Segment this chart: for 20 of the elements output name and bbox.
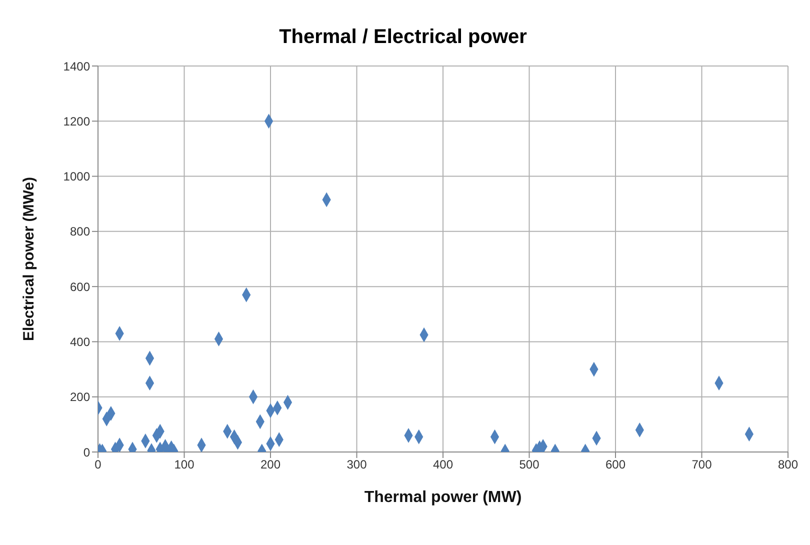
y-tick-label: 600 (70, 280, 90, 294)
x-tick-label: 200 (260, 458, 281, 472)
x-tick-label: 700 (692, 458, 712, 472)
x-tick-label: 300 (346, 458, 368, 472)
y-tick-label: 200 (70, 390, 90, 404)
x-tick-label: 500 (519, 458, 540, 472)
y-tick-label: 400 (70, 334, 90, 349)
x-tick-label: 100 (174, 458, 195, 472)
y-tick-label: 800 (70, 224, 90, 239)
x-tick-label: 600 (605, 458, 626, 472)
chart-title: Thermal / Electrical power (278, 26, 528, 49)
x-axis-title: Thermal power (MW) (364, 489, 522, 506)
x-tick-label: 400 (432, 458, 454, 472)
y-tick-label: 1400 (63, 59, 90, 74)
y-tick-label: 1000 (63, 170, 90, 184)
x-tick-label: 800 (778, 458, 798, 472)
y-tick-label: 0 (83, 445, 90, 460)
x-tick-label: 0 (94, 458, 102, 472)
y-tick-label: 1200 (63, 114, 90, 128)
y-axis-title: Electrical power (MWe) (20, 177, 38, 341)
